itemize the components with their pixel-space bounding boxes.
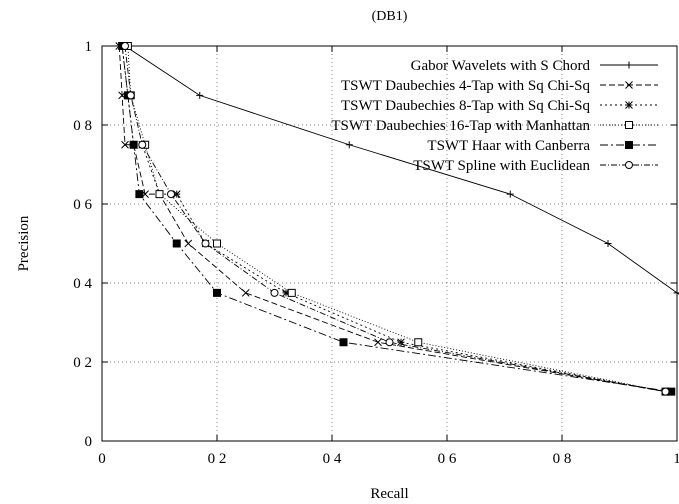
- series-group: [115, 42, 679, 396]
- x-tick-label: 1: [673, 451, 679, 467]
- legend-item: TSWT Daubechies 8-Tap with Sq Chi-Sq: [341, 98, 658, 114]
- data-point: [625, 161, 633, 169]
- legend-label: TSWT Spline with Euclidean: [413, 158, 590, 174]
- data-point: [287, 288, 296, 297]
- series-line: [121, 45, 666, 393]
- series-line: [124, 45, 666, 393]
- x-tick-label: 0: [98, 451, 106, 467]
- data-point: [213, 239, 221, 248]
- plot-frame: [101, 45, 678, 442]
- data-point: [172, 239, 181, 248]
- legend-label: Gabor Wavelets with S Chord: [411, 58, 591, 74]
- data-point: [374, 338, 382, 347]
- x-tick-label: 0 4: [323, 451, 342, 467]
- data-point: [604, 240, 612, 247]
- data-point: [414, 338, 423, 347]
- legend-item: TSWT Spline with Euclidean: [413, 158, 658, 174]
- y-tick-label: 0 4: [73, 276, 92, 292]
- legend-item: TSWT Daubechies 4-Tap with Sq Chi-Sq: [341, 78, 658, 94]
- series-line: [121, 45, 672, 393]
- data-point: [625, 81, 633, 89]
- series-6: [121, 42, 670, 396]
- x-tick-label: 0 6: [438, 451, 457, 467]
- x-tick-label: 0 2: [208, 451, 227, 467]
- data-point: [201, 239, 210, 248]
- legend: Gabor Wavelets with S Chord TSWT Daubechi…: [331, 58, 658, 174]
- data-point: [270, 288, 279, 297]
- legend-item: Gabor Wavelets with S Chord: [411, 58, 658, 74]
- data-point: [167, 190, 175, 199]
- series-line: [118, 45, 666, 393]
- data-point: [184, 239, 193, 248]
- data-point: [673, 289, 679, 297]
- data-point: [506, 190, 514, 198]
- data-point: [138, 140, 147, 149]
- series-4: [123, 42, 670, 396]
- legend-label: TSWT Daubechies 8-Tap with Sq Chi-Sq: [341, 98, 591, 114]
- y-tick-label: 0: [85, 434, 93, 450]
- data-point: [121, 140, 129, 149]
- x-tick-label: 0 8: [553, 451, 572, 467]
- data-point: [129, 140, 138, 149]
- data-point: [385, 338, 394, 347]
- data-point: [625, 121, 633, 129]
- y-tick-label: 0 8: [73, 118, 92, 134]
- data-point: [625, 101, 633, 109]
- legend-label: TSWT Haar with Canberra: [427, 138, 590, 154]
- legend-item: TSWT Haar with Canberra: [427, 138, 658, 154]
- data-point: [345, 141, 353, 149]
- data-point: [121, 42, 129, 50]
- data-point: [196, 91, 204, 99]
- data-point: [241, 289, 250, 297]
- legend-label: TSWT Daubechies 16-Tap with Manhattan: [331, 118, 590, 134]
- y-axis-label: Precision: [16, 215, 32, 271]
- x-axis-label: Recall: [370, 486, 408, 502]
- y-tick-label: 0 2: [73, 355, 92, 371]
- data-point: [625, 61, 633, 69]
- data-point: [625, 141, 633, 149]
- data-point: [661, 387, 670, 396]
- legend-item: TSWT Daubechies 16-Tap with Manhattan: [331, 118, 658, 134]
- data-point: [339, 338, 348, 347]
- data-point: [155, 190, 164, 199]
- legend-label: TSWT Daubechies 4-Tap with Sq Chi-Sq: [341, 78, 591, 94]
- y-tick-label: 1: [85, 39, 93, 55]
- data-point: [213, 288, 221, 297]
- chart-title: (DB1): [372, 9, 408, 24]
- axis-ticks: 0 0 2 0 4 0 6 0 8 1 0 0 2 0 4 0 6 0 8 1: [73, 39, 679, 467]
- data-point: [126, 91, 135, 100]
- data-point: [135, 190, 144, 199]
- y-tick-label: 0 6: [73, 197, 92, 213]
